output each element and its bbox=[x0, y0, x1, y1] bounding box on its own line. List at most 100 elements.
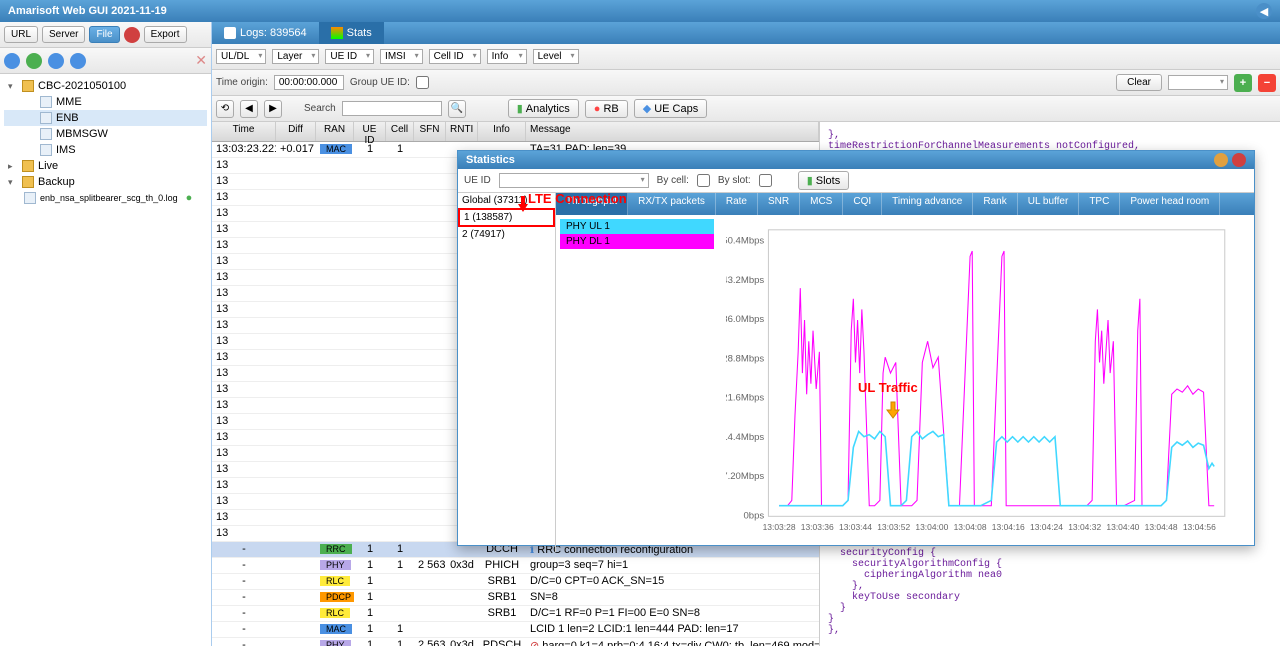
tab-logs[interactable]: Logs: 839564 bbox=[212, 22, 319, 44]
stats-tab-rank[interactable]: Rank bbox=[973, 193, 1017, 215]
ul-traffic-annotation: UL Traffic bbox=[858, 380, 918, 395]
legend-ul[interactable]: PHY UL 1 bbox=[560, 219, 714, 234]
ue-1[interactable]: 1 (138587) bbox=[458, 208, 555, 227]
uecaps-button[interactable]: ◆UE Caps bbox=[634, 99, 708, 118]
log-row[interactable]: -PDCP1SRB1SN=8 bbox=[212, 590, 819, 606]
tree-item-enb[interactable]: ENB bbox=[4, 110, 207, 126]
stats-tab-powerheadroom[interactable]: Power head room bbox=[1120, 193, 1220, 215]
chart-area: PHY UL 1 PHY DL 1 50.4Mbps43.2Mbps36.0Mb… bbox=[556, 215, 1254, 552]
log-row[interactable]: -PHY112 563.60x3dPDSCH⊘ harq=0 k1=4 prb=… bbox=[212, 638, 819, 646]
col-ran[interactable]: RAN bbox=[316, 122, 354, 141]
throughput-chart: 50.4Mbps43.2Mbps36.0Mbps28.8Mbps21.6Mbps… bbox=[726, 223, 1246, 544]
ue-2[interactable]: 2 (74917) bbox=[458, 227, 555, 242]
stats-tab-snr[interactable]: SNR bbox=[758, 193, 800, 215]
timeorigin-input[interactable] bbox=[274, 75, 344, 90]
tree-root[interactable]: ▾CBC-2021050100 bbox=[4, 78, 207, 94]
search-row: ⟲ ◀ ▶ Search 🔍 ▮Analytics ●RB ◆UE Caps bbox=[212, 96, 1280, 122]
file-button[interactable]: File bbox=[89, 26, 119, 43]
tool-icon-2[interactable] bbox=[70, 53, 86, 69]
tree-logfile[interactable]: enb_nsa_splitbearer_scg_th_0.log● bbox=[4, 190, 207, 206]
binoculars-icon[interactable]: 🔍 bbox=[448, 100, 466, 118]
stop-icon[interactable] bbox=[124, 27, 140, 43]
svg-text:13:03:52: 13:03:52 bbox=[877, 522, 910, 532]
filter-ueid[interactable]: UE ID bbox=[325, 49, 374, 64]
url-button[interactable]: URL bbox=[4, 26, 38, 43]
ul-arrow-icon bbox=[883, 400, 903, 420]
stats-tab-ulbuffer[interactable]: UL buffer bbox=[1018, 193, 1080, 215]
col-sfn[interactable]: SFN bbox=[414, 122, 446, 141]
col-time[interactable]: Time bbox=[212, 122, 276, 141]
svg-text:43.2Mbps: 43.2Mbps bbox=[726, 275, 764, 286]
stats-titlebar[interactable]: Statistics bbox=[458, 151, 1254, 169]
log-row[interactable]: -RLC1SRB1D/C=0 CPT=0 ACK_SN=15 bbox=[212, 574, 819, 590]
tree-item-ims[interactable]: IMS bbox=[4, 142, 207, 158]
col-diff[interactable]: Diff bbox=[276, 122, 316, 141]
groupueid-checkbox[interactable] bbox=[416, 76, 429, 89]
tool-icon-1[interactable] bbox=[4, 53, 20, 69]
stats-title: Statistics bbox=[466, 154, 1214, 166]
tree-item-mme[interactable]: MME bbox=[4, 94, 207, 110]
filter-uldl[interactable]: UL/DL bbox=[216, 49, 266, 64]
svg-text:13:04:08: 13:04:08 bbox=[954, 522, 987, 532]
collapse-icon[interactable]: ◀ bbox=[1256, 3, 1272, 19]
col-rnti[interactable]: RNTI bbox=[446, 122, 478, 141]
log-row[interactable]: -PHY112 563.60x3dPHICHgroup=3 seq=7 hi=1 bbox=[212, 558, 819, 574]
filter-imsi[interactable]: IMSI bbox=[380, 49, 423, 64]
stats-tab-rate[interactable]: Rate bbox=[716, 193, 758, 215]
add-select[interactable] bbox=[1168, 75, 1228, 90]
col-cell[interactable]: Cell bbox=[386, 122, 414, 141]
byslot-checkbox[interactable] bbox=[759, 174, 772, 187]
ueid-select[interactable] bbox=[499, 173, 649, 188]
search-label: Search bbox=[304, 103, 336, 114]
log-row[interactable]: -RLC1SRB1D/C=1 RF=0 P=1 FI=00 E=0 SN=8 bbox=[212, 606, 819, 622]
search-input[interactable] bbox=[342, 101, 442, 116]
legend-dl[interactable]: PHY DL 1 bbox=[560, 234, 714, 249]
rb-button[interactable]: ●RB bbox=[585, 100, 628, 118]
svg-text:13:04:48: 13:04:48 bbox=[1145, 522, 1178, 532]
clear-button[interactable]: Clear bbox=[1116, 74, 1162, 91]
nav-home-icon[interactable]: ⟲ bbox=[216, 100, 234, 118]
nav-fwd-icon[interactable]: ▶ bbox=[264, 100, 282, 118]
analytics-button[interactable]: ▮Analytics bbox=[508, 99, 579, 118]
ueid-label: UE ID bbox=[464, 175, 491, 186]
filter-layer[interactable]: Layer bbox=[272, 49, 319, 64]
tree-backup[interactable]: ▾Backup bbox=[4, 174, 207, 190]
slots-button[interactable]: ▮Slots bbox=[798, 171, 850, 190]
close-icon[interactable] bbox=[1232, 153, 1246, 167]
play-icon[interactable] bbox=[26, 53, 42, 69]
stats-tab-rxtxpackets[interactable]: RX/TX packets bbox=[628, 193, 716, 215]
col-info[interactable]: Info bbox=[478, 122, 526, 141]
svg-text:13:03:28: 13:03:28 bbox=[763, 522, 796, 532]
app-title: Amarisoft Web GUI 2021-11-19 bbox=[8, 5, 1256, 17]
filter-info[interactable]: Info bbox=[487, 49, 527, 64]
svg-text:13:04:32: 13:04:32 bbox=[1068, 522, 1101, 532]
filter-level[interactable]: Level bbox=[533, 49, 579, 64]
col-ueid[interactable]: UE ID bbox=[354, 122, 386, 141]
chart[interactable]: 50.4Mbps43.2Mbps36.0Mbps28.8Mbps21.6Mbps… bbox=[718, 215, 1254, 552]
nav-back-icon[interactable]: ◀ bbox=[240, 100, 258, 118]
minimize-icon[interactable] bbox=[1214, 153, 1228, 167]
tab-stats[interactable]: Stats bbox=[319, 22, 384, 44]
svg-text:21.6Mbps: 21.6Mbps bbox=[726, 393, 764, 404]
tree-live[interactable]: ▸Live bbox=[4, 158, 207, 174]
export-button[interactable]: Export bbox=[144, 26, 187, 43]
stats-tab-timingadvance[interactable]: Timing advance bbox=[882, 193, 973, 215]
server-button[interactable]: Server bbox=[42, 26, 85, 43]
stats-tab-cqi[interactable]: CQI bbox=[843, 193, 882, 215]
svg-text:13:04:16: 13:04:16 bbox=[992, 522, 1025, 532]
content: Logs: 839564 Stats UL/DL Layer UE ID IMS… bbox=[212, 22, 1280, 646]
main-layout: URL Server File Export ✕ ▾CBC-2021050100… bbox=[0, 22, 1280, 646]
stats-tab-tpc[interactable]: TPC bbox=[1079, 193, 1120, 215]
remove-button[interactable]: − bbox=[1258, 74, 1276, 92]
add-button[interactable]: + bbox=[1234, 74, 1252, 92]
filter-cellid[interactable]: Cell ID bbox=[429, 49, 481, 64]
tree-item-mbmsgw[interactable]: MBMSGW bbox=[4, 126, 207, 142]
titlebar: Amarisoft Web GUI 2021-11-19 ◀ bbox=[0, 0, 1280, 22]
svg-text:50.4Mbps: 50.4Mbps bbox=[726, 236, 764, 247]
stats-tab-mcs[interactable]: MCS bbox=[800, 193, 843, 215]
bycell-checkbox[interactable] bbox=[697, 174, 710, 187]
col-msg[interactable]: Message bbox=[526, 122, 819, 141]
close-icon[interactable]: ✕ bbox=[195, 52, 207, 69]
refresh-icon[interactable] bbox=[48, 53, 64, 69]
log-row[interactable]: -MAC11LCID 1 len=2 LCID:1 len=444 PAD: l… bbox=[212, 622, 819, 638]
